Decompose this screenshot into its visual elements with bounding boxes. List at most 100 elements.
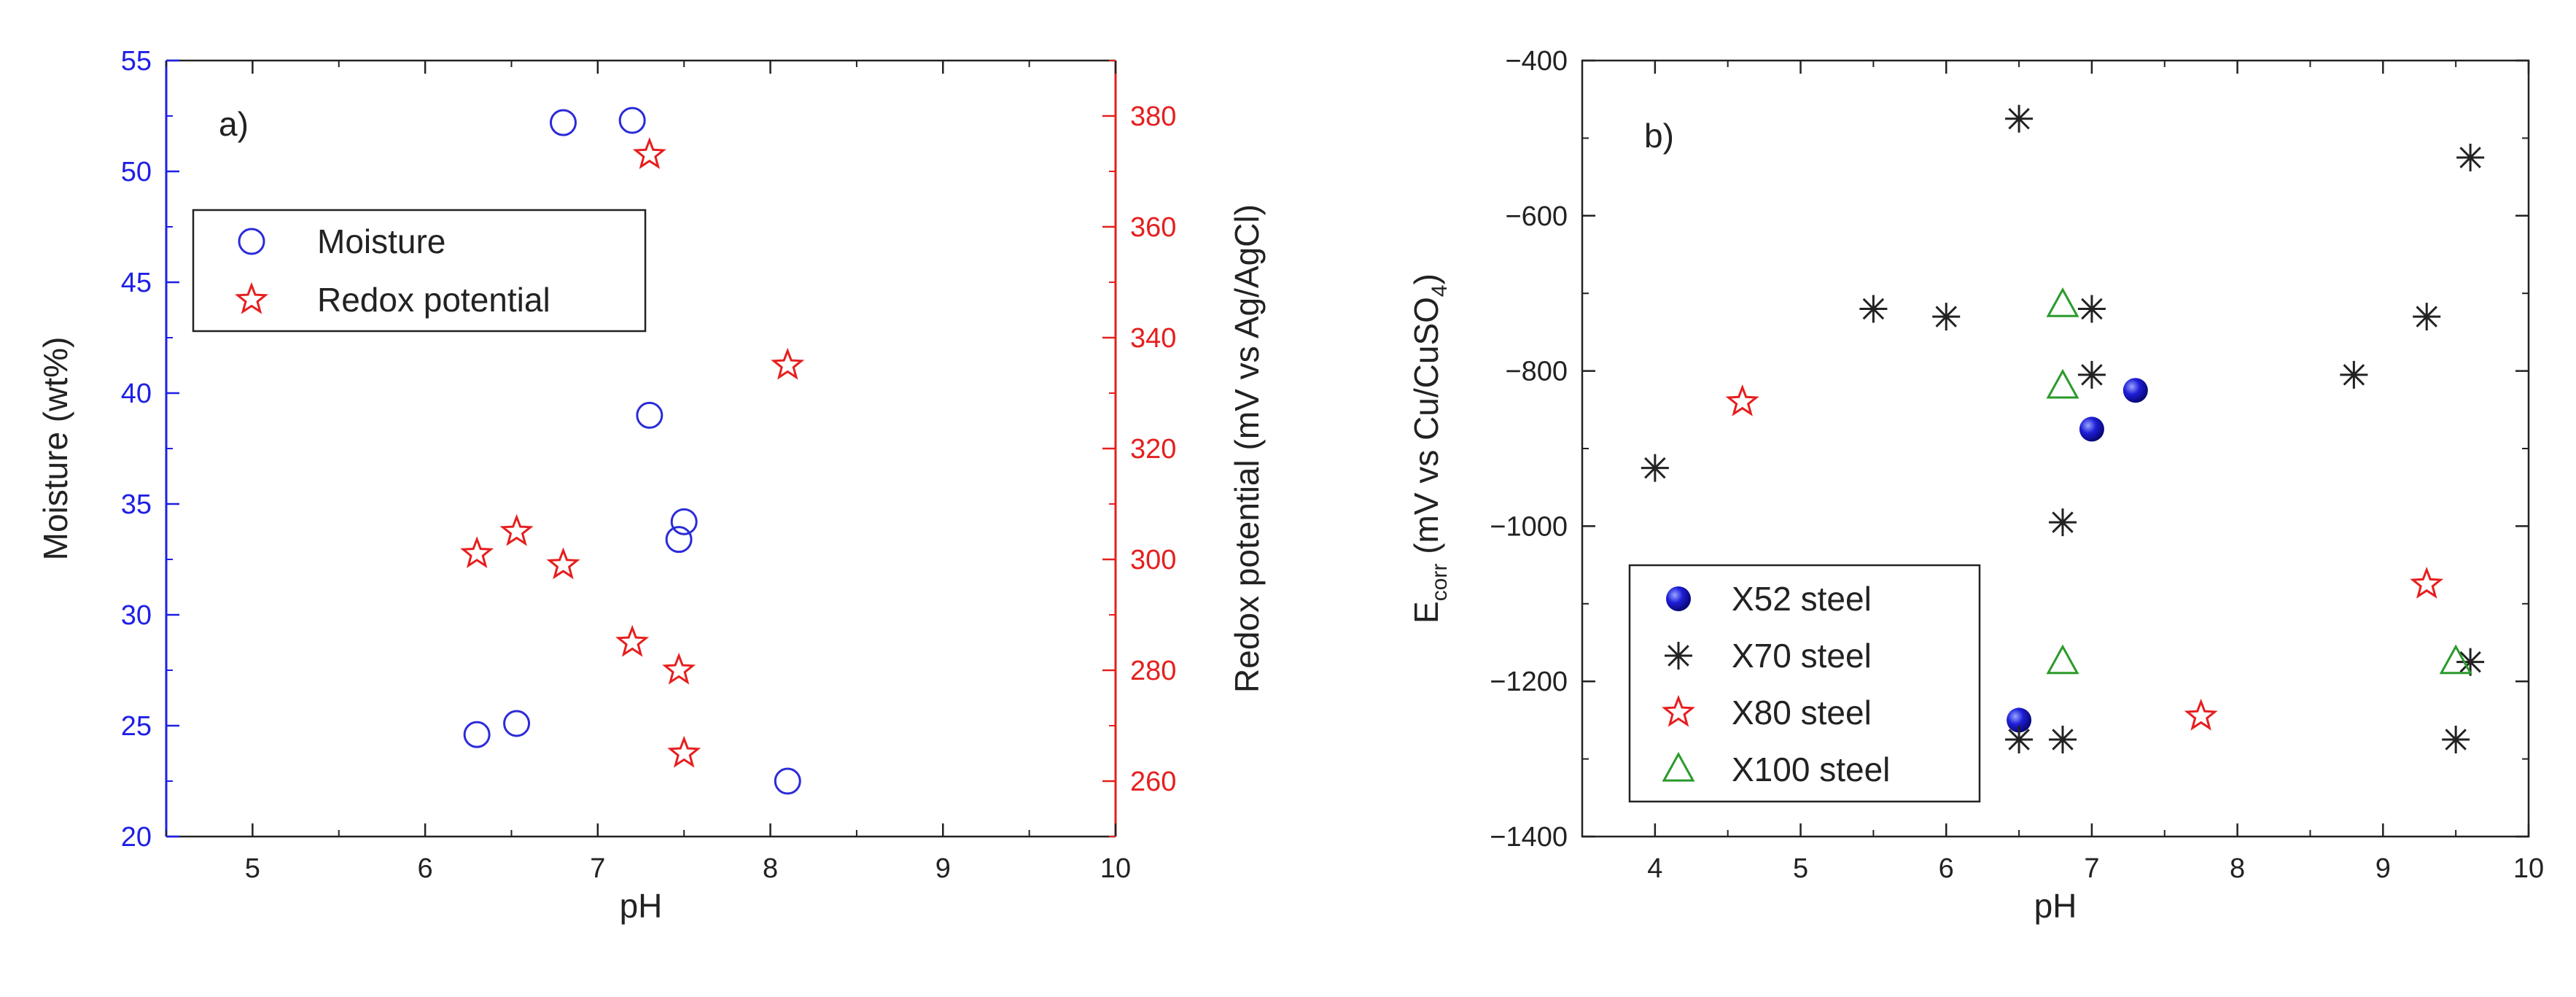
redox-point xyxy=(460,536,494,569)
data-point-asterisk xyxy=(1932,303,1961,331)
right-y-tick-label: 340 xyxy=(1130,323,1176,354)
right-y-tick-label: 260 xyxy=(1130,767,1176,797)
moisture-point xyxy=(774,767,801,795)
y-axis-title-rest: (mV vs Cu/CuSO xyxy=(1407,297,1445,564)
data-point-asterisk xyxy=(2077,295,2106,323)
x-tick-label: 10 xyxy=(1100,853,1131,884)
data-point-asterisk xyxy=(2456,648,2485,676)
data-point-ball xyxy=(2007,707,2032,733)
data-point-asterisk xyxy=(2456,144,2485,171)
panel-label: a) xyxy=(219,105,249,143)
legend-label: Redox potential xyxy=(317,281,550,319)
legend-marker xyxy=(1661,694,1696,727)
data-point-star xyxy=(1725,384,1759,416)
right-y-tick-label: 280 xyxy=(1130,656,1176,686)
right-y-tick-label: 320 xyxy=(1130,434,1176,465)
legend-marker xyxy=(1666,586,1691,611)
left-y-tick-label: 45 xyxy=(121,268,152,298)
data-point-asterisk xyxy=(2048,726,2077,753)
left-y-tick-label: 25 xyxy=(121,711,152,742)
redox-point xyxy=(771,347,805,380)
x-tick-label: 4 xyxy=(1647,853,1662,884)
y-axis-title-main: E xyxy=(1407,601,1445,624)
x-axis-title: pH xyxy=(2034,887,2077,925)
x-tick-label: 7 xyxy=(2084,853,2099,884)
moisture-point xyxy=(670,508,698,535)
legend-label: X100 steel xyxy=(1732,750,1890,788)
legend-label: X70 steel xyxy=(1732,637,1872,675)
left-y-tick-label: 40 xyxy=(121,379,152,409)
data-point-asterisk xyxy=(1859,295,1888,323)
legend-marker xyxy=(1662,751,1695,782)
x-tick-label: 9 xyxy=(2375,853,2391,884)
x-tick-label: 10 xyxy=(2513,853,2544,884)
y-axis-title-sub: corr xyxy=(1428,564,1452,602)
moisture-point xyxy=(618,106,646,134)
right-y-tick-label: 360 xyxy=(1130,212,1176,243)
y-tick-label: −1000 xyxy=(1490,511,1568,542)
legend-label: X80 steel xyxy=(1732,694,1872,732)
data-point-star xyxy=(2184,698,2218,731)
x-tick-label: 9 xyxy=(935,853,951,884)
y-axis-title-end: ) xyxy=(1407,274,1445,284)
y-axis-title-sub2: 4 xyxy=(1428,284,1452,297)
panel-label: b) xyxy=(1644,117,1674,155)
redox-point xyxy=(546,547,580,580)
data-point-asterisk xyxy=(2442,726,2470,753)
right-y-axis-title: Redox potential (mV vs Ag/AgCl) xyxy=(1228,204,1266,693)
legend-marker xyxy=(1665,642,1692,670)
x-tick-label: 5 xyxy=(1793,853,1808,884)
data-point-triangle xyxy=(2046,644,2079,675)
data-point-asterisk xyxy=(2413,303,2441,331)
moisture-point xyxy=(549,109,577,136)
y-tick-label: −1200 xyxy=(1490,667,1568,697)
left-y-tick-label: 30 xyxy=(121,600,152,631)
redox-point xyxy=(615,624,650,657)
x-tick-label: 6 xyxy=(418,853,433,884)
panel-b: 4 5 6 7 8 9 10 −1400 −1200 −1000 −800 −600 −400 pH Eco… xyxy=(1407,46,2544,925)
left-y-axis-title: Moisture (wt%) xyxy=(36,337,74,561)
legend-box xyxy=(192,209,647,333)
legend-marker xyxy=(234,282,269,314)
data-point-asterisk xyxy=(2077,360,2106,389)
data-point-triangle xyxy=(2046,287,2079,317)
y-axis-title: Ecorr (mV vs Cu/CuSO4) xyxy=(1407,274,1452,624)
data-point-ball xyxy=(2079,416,2104,442)
x-tick-label: 8 xyxy=(2230,853,2245,884)
legend-marker xyxy=(238,228,265,255)
data-point-asterisk xyxy=(2048,508,2077,537)
left-y-tick-label: 35 xyxy=(121,489,152,520)
moisture-point xyxy=(665,526,693,554)
left-y-tick-label: 50 xyxy=(121,157,152,187)
redox-point xyxy=(499,513,534,546)
moisture-point xyxy=(503,710,531,737)
y-tick-label: −600 xyxy=(1505,201,1568,232)
panel-a: 5 6 7 8 9 10 20 25 30 35 40 45 50 55 260 280 300 320 340 36… xyxy=(36,46,1266,925)
y-tick-label: −800 xyxy=(1505,357,1568,387)
data-point-asterisk xyxy=(2005,726,2034,753)
data-point-triangle xyxy=(2046,368,2079,399)
x-tick-label: 7 xyxy=(590,853,605,884)
left-y-tick-label: 55 xyxy=(121,46,152,77)
data-point-asterisk xyxy=(2005,104,2034,133)
x-axis-title: pH xyxy=(620,887,663,925)
x-tick-label: 6 xyxy=(1939,853,1954,884)
right-y-tick-label: 380 xyxy=(1130,101,1176,132)
legend-label: X52 steel xyxy=(1732,580,1872,618)
x-tick-label: 5 xyxy=(245,853,260,884)
y-tick-label: −1400 xyxy=(1490,822,1568,853)
redox-point xyxy=(662,652,696,685)
redox-point xyxy=(632,136,666,169)
left-y-tick-label: 20 xyxy=(121,822,152,853)
moisture-point xyxy=(463,721,491,748)
data-point-triangle xyxy=(2439,644,2472,675)
x-tick-label: 8 xyxy=(763,853,778,884)
data-point-star xyxy=(2410,566,2444,599)
data-point-asterisk xyxy=(2340,360,2368,389)
right-y-tick-label: 300 xyxy=(1130,545,1176,575)
y-tick-label: −400 xyxy=(1505,46,1568,77)
redox-point xyxy=(667,735,701,768)
data-point-asterisk xyxy=(1641,454,1669,482)
data-point-ball xyxy=(2122,378,2148,403)
